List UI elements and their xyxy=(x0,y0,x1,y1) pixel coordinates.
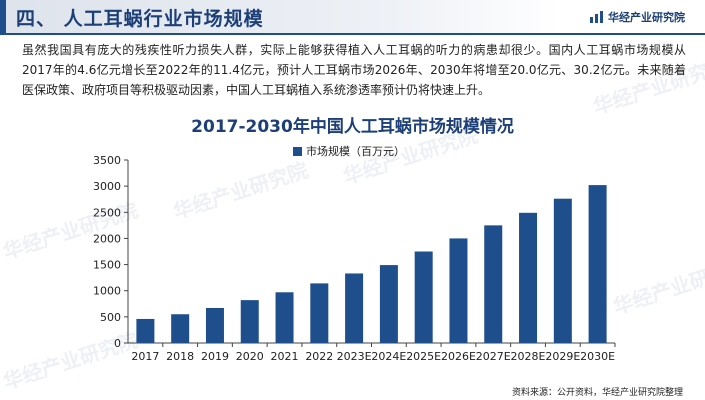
header-band xyxy=(0,0,560,33)
bar xyxy=(240,300,259,343)
legend-swatch xyxy=(293,146,302,156)
x-tick-label: 2019 xyxy=(201,350,229,363)
chart-title: 2017-2030年中国人工耳蜗市场规模情况 xyxy=(191,117,514,137)
y-tick-label: 0 xyxy=(114,337,121,350)
header-accent xyxy=(0,0,6,33)
bar xyxy=(449,238,468,343)
y-tick-label: 500 xyxy=(100,311,121,324)
section-title: 四、 人工耳蜗行业市场规模 xyxy=(16,8,264,30)
x-tick-label: 2020 xyxy=(236,350,264,363)
bar xyxy=(275,292,294,343)
bar xyxy=(379,265,398,343)
y-tick-label: 3000 xyxy=(93,180,121,193)
header: 四、 人工耳蜗行业市场规模 华经产业研究院 xyxy=(0,0,705,33)
y-tick-label: 1500 xyxy=(93,259,121,272)
bar xyxy=(310,283,329,343)
legend: 市场规模（百万元） xyxy=(293,143,405,159)
bar xyxy=(588,185,607,343)
intro-text: 虽然我国具有庞大的残疾性听力损失人群，实际上能够获得植入人工耳蜗的听力的病患却很… xyxy=(22,43,686,97)
x-tick-label: 2028E xyxy=(511,350,546,363)
y-tick-label: 3500 xyxy=(93,154,121,167)
bar xyxy=(553,198,572,343)
bar-chart: 0 500 1000 1500 2000 2500 3000 3500 2017 2018 2019… xyxy=(93,154,616,363)
bar xyxy=(519,212,538,343)
source-note: 资料来源：公开资料，华经产业研究院整理 xyxy=(511,388,683,398)
x-tick-label: 2022 xyxy=(305,350,333,363)
header-rule xyxy=(0,33,705,35)
x-tick-label: 2030E xyxy=(580,350,615,363)
x-tick-label: 2021 xyxy=(271,350,299,363)
y-tick-label: 2500 xyxy=(93,206,121,219)
x-tick-label: 2017 xyxy=(131,350,159,363)
x-tick-label: 2029E xyxy=(545,350,580,363)
x-tick-label: 2025E xyxy=(406,350,441,363)
bar xyxy=(414,251,433,343)
y-tick-label: 1000 xyxy=(93,285,121,298)
legend-label: 市场规模（百万元） xyxy=(306,145,405,158)
bar xyxy=(171,314,190,343)
x-tick-label: 2026E xyxy=(441,350,476,363)
bar xyxy=(484,225,503,343)
brand-logo-icon xyxy=(590,11,604,23)
brand-name: 华经产业研究院 xyxy=(608,11,685,24)
y-tick-label: 2000 xyxy=(93,232,121,245)
bar xyxy=(345,273,364,343)
x-tick-label: 2023E xyxy=(337,350,372,363)
bar xyxy=(136,318,155,343)
x-tick-label: 2018 xyxy=(166,350,194,363)
bar xyxy=(205,307,224,343)
brand: 华经产业研究院 xyxy=(590,9,685,25)
x-tick-label: 2027E xyxy=(476,350,511,363)
x-tick-label: 2024E xyxy=(371,350,406,363)
